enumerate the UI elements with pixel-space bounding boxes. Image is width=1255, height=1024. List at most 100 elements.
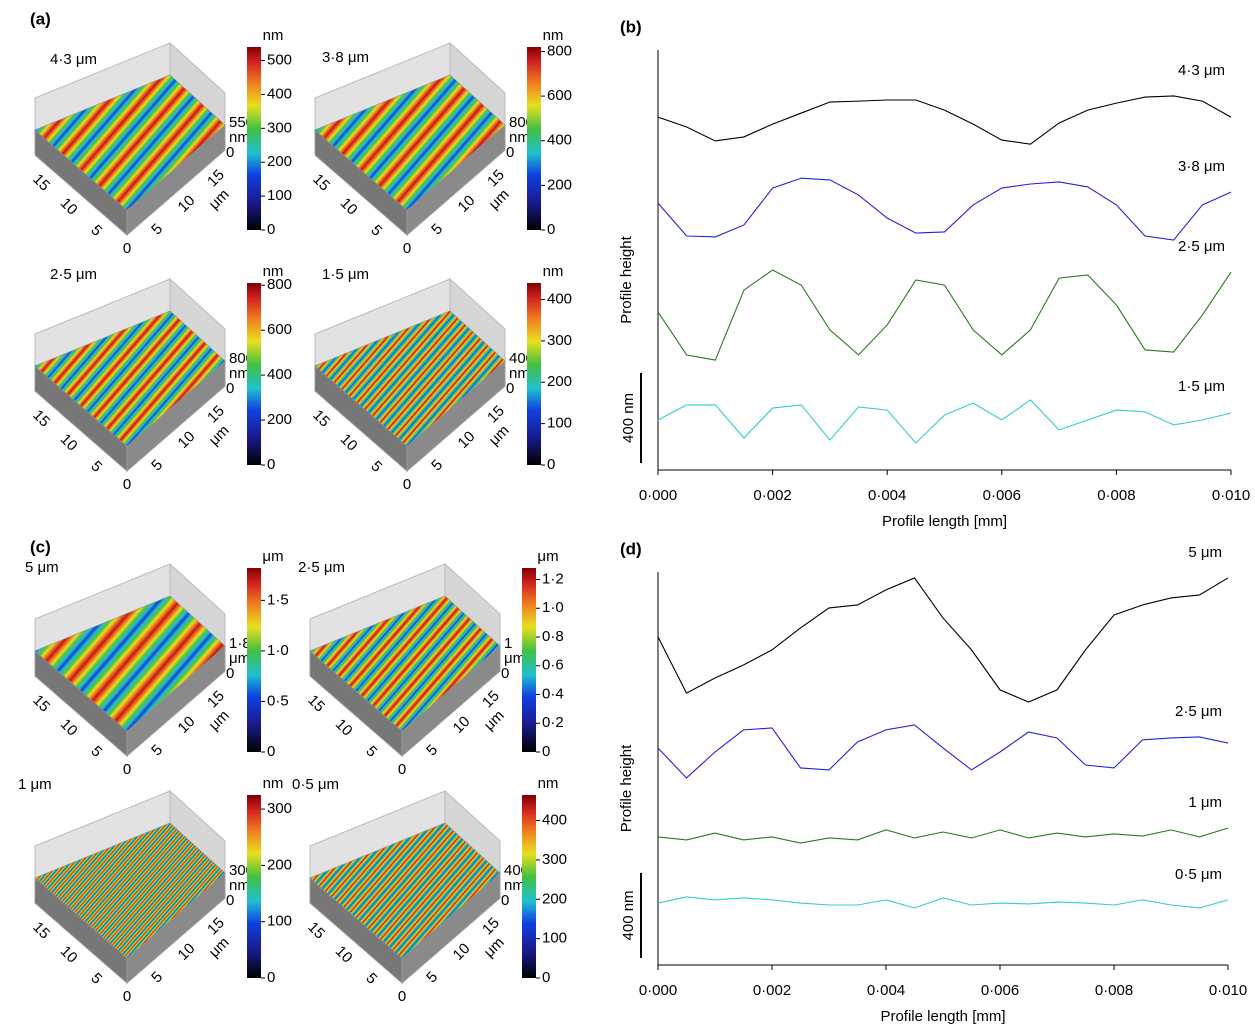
axis-tick-label: 15: [29, 692, 53, 716]
axis-tick-label: 15: [304, 692, 328, 716]
x-tick-label: 0·000: [639, 982, 677, 999]
colorbar-tick-label: 300: [267, 800, 292, 817]
z-tick-label: 1·8: [229, 635, 251, 652]
axis-tick-label: 5: [423, 968, 441, 986]
x-tick-label: 0·008: [1095, 982, 1133, 999]
x-tick-label: 0·008: [1097, 487, 1135, 504]
colorbar-tick-label: 0·6: [542, 657, 564, 674]
profile-line: [657, 577, 1229, 703]
panel-label: (a): [30, 9, 51, 28]
colorbar-tick-label: 200: [267, 153, 292, 170]
axis-tick-label: 10: [337, 195, 361, 219]
series-label: 1·5 μm: [1178, 378, 1225, 395]
surface-title: 1 μm: [18, 776, 52, 793]
axis-tick-label: 10: [175, 428, 199, 452]
axis-origin-label: 0: [398, 988, 406, 1005]
y-axis-label: Profile height: [618, 235, 635, 323]
colorbar-tick-label: 400: [547, 291, 572, 308]
surface: [309, 595, 501, 732]
colorbar-unit: nm: [263, 27, 284, 44]
profile-line: [657, 177, 1232, 241]
x-tick-label: 0·004: [867, 982, 905, 999]
series-label: 3·8 μm: [1178, 158, 1225, 175]
axis-tick-label: 15: [479, 914, 503, 938]
axis-tick-label: 5: [87, 222, 105, 240]
x-tick-label: 0·010: [1209, 982, 1247, 999]
colorbar-tick-label: 100: [267, 187, 292, 204]
x-axis-label: Profile length [mm]: [882, 513, 1007, 530]
surface: [34, 595, 226, 732]
colorbar-tick-label: 0·5: [267, 692, 289, 709]
z-tick-label: 0: [501, 892, 509, 909]
axis-tick-label: 15: [204, 687, 228, 711]
axis-tick-label: 5: [362, 743, 380, 761]
surface: [34, 822, 226, 959]
axis-tick-label: 15: [304, 919, 328, 943]
z-unit: μm: [504, 650, 525, 667]
axis-origin-label: 0: [398, 761, 406, 778]
axis-tick-label: 10: [57, 943, 81, 967]
colorbar-tick-label: 200: [267, 411, 292, 428]
colorbar-tick-label: 100: [267, 913, 292, 930]
axis-tick-label: 5: [87, 970, 105, 988]
axis-tick-label: 5: [148, 741, 166, 759]
axis-unit: μm: [206, 707, 233, 734]
y-axis-label: Profile height: [618, 744, 635, 832]
colorbar-tick-label: 600: [267, 321, 292, 338]
colorbar-tick-label: 0: [267, 456, 275, 473]
axis-tick-label: 15: [309, 407, 333, 431]
axis-tick-label: 10: [455, 192, 479, 216]
colorbar-tick-label: 800: [267, 276, 292, 293]
z-tick-label: 0: [226, 380, 234, 397]
z-tick-label: 0: [226, 144, 234, 161]
surface: [34, 74, 226, 211]
colorbar: [522, 795, 536, 978]
colorbar: [522, 568, 536, 752]
colorbar-tick-label: 0: [542, 969, 550, 986]
axis-tick-label: 10: [450, 713, 474, 737]
axis-unit: μm: [486, 422, 513, 449]
colorbar-tick-label: 0: [542, 743, 550, 760]
colorbar-tick-label: 300: [267, 119, 292, 136]
colorbar-tick-label: 300: [542, 851, 567, 868]
colorbar-tick-label: 1·2: [542, 570, 564, 587]
panel-label: (c): [30, 537, 51, 556]
colorbar-tick-label: 1·0: [267, 642, 289, 659]
z-unit: nm: [509, 365, 530, 382]
axis-tick-label: 15: [204, 166, 228, 190]
z-tick-label: 0: [506, 144, 514, 161]
axis-tick-label: 10: [455, 428, 479, 452]
axis-origin-label: 0: [403, 476, 411, 493]
x-tick-label: 0·002: [753, 982, 791, 999]
surface-title: 1·5 μm: [322, 266, 369, 283]
axis-tick-label: 5: [428, 456, 446, 474]
colorbar: [247, 283, 261, 465]
colorbar-unit: nm: [263, 263, 284, 280]
colorbar-tick-label: 400: [267, 85, 292, 102]
colorbar-tick-label: 600: [547, 87, 572, 104]
z-unit: nm: [229, 365, 250, 382]
colorbar-unit: nm: [263, 775, 284, 792]
colorbar-tick-label: 100: [547, 415, 572, 432]
axis-tick-label: 10: [175, 940, 199, 964]
x-tick-label: 0·002: [753, 487, 791, 504]
colorbar-tick-label: 0·4: [542, 685, 564, 702]
z-tick-label: 0: [226, 892, 234, 909]
axis-tick-label: 10: [175, 713, 199, 737]
axis-tick-label: 5: [87, 458, 105, 476]
profile-line: [657, 896, 1229, 909]
axis-origin-label: 0: [123, 240, 131, 257]
colorbar-tick-label: 0: [267, 221, 275, 238]
z-tick-label: 1: [504, 635, 512, 652]
colorbar: [247, 47, 261, 230]
profile-line: [657, 399, 1232, 444]
colorbar: [247, 568, 261, 752]
surface: [314, 310, 506, 447]
x-tick-label: 0·000: [639, 487, 677, 504]
series-label: 0·5 μm: [1175, 866, 1222, 883]
profile-line: [657, 95, 1232, 145]
scale-bar-label: 400 nm: [620, 890, 637, 940]
axis-tick-label: 10: [332, 716, 356, 740]
axis-unit: μm: [486, 186, 513, 213]
surface-title: 4·3 μm: [50, 51, 97, 68]
